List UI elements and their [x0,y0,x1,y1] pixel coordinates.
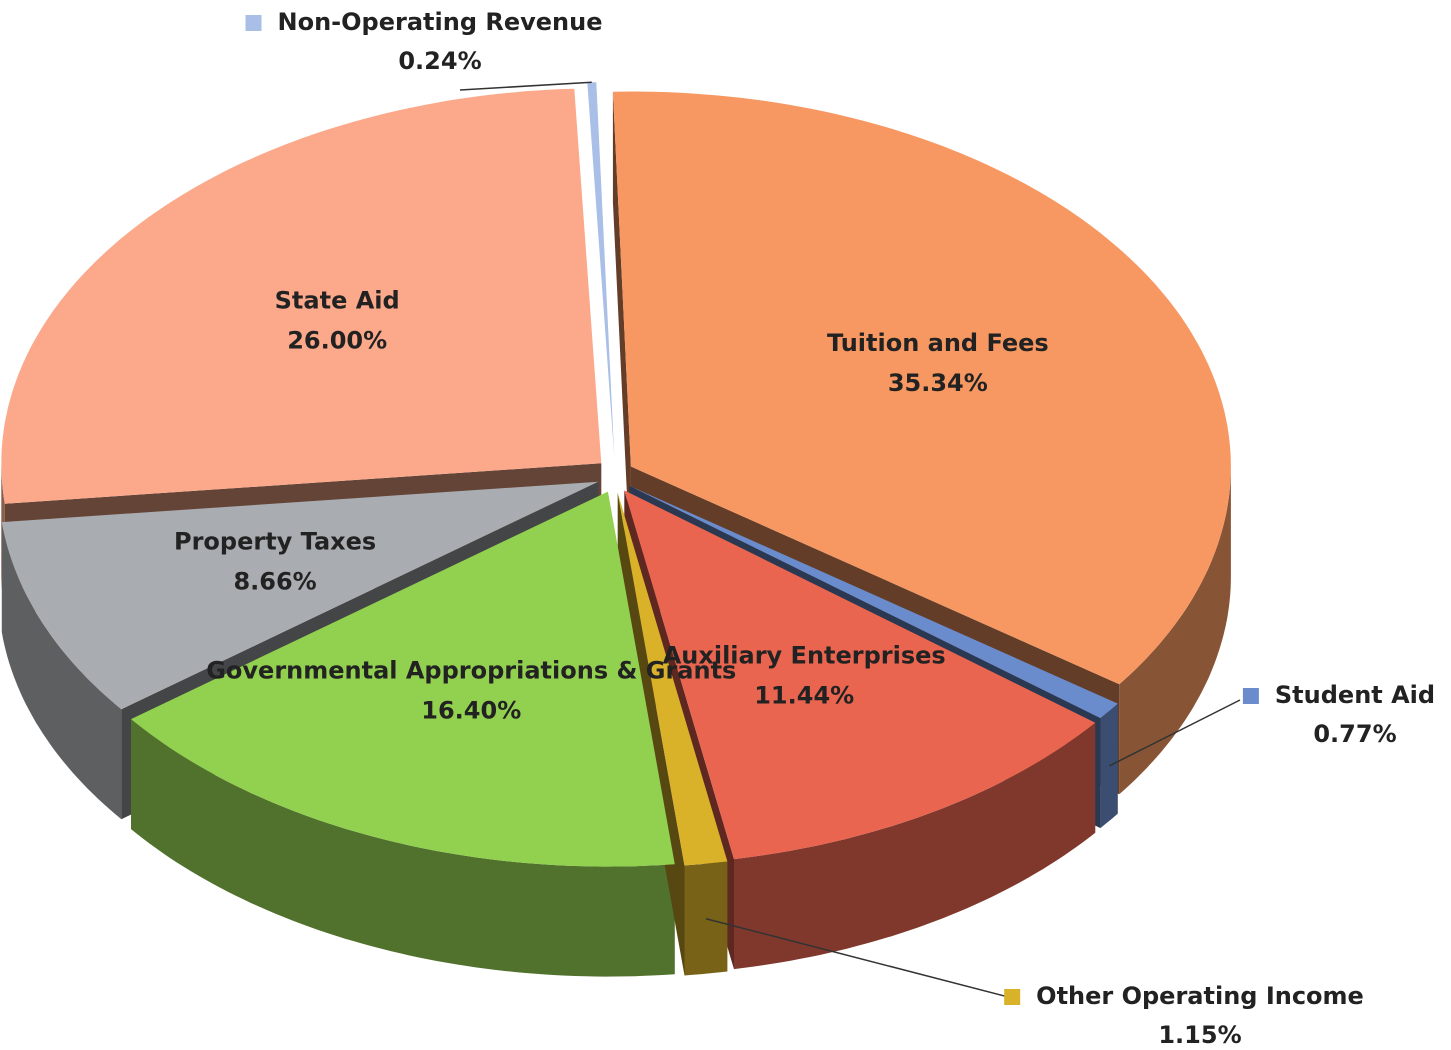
slice [624,490,1096,860]
category-label: Governmental Appropriations & Grants [206,657,736,685]
legend-key [1004,989,1021,1005]
value-label: 35.34% [888,369,988,397]
slice [131,491,675,867]
value-label: 8.66% [233,567,316,595]
slice-wall [684,861,728,976]
category-label: Auxiliary Enterprises [663,642,946,670]
value-label: 0.24% [398,47,481,75]
slice-wall [131,719,675,977]
slice [1,481,599,710]
leader-line [459,81,592,91]
value-label: 1.15% [1158,1021,1241,1049]
legend-key [1242,688,1259,704]
value-label: 16.40% [421,697,521,725]
legend-key [245,15,262,31]
leader-line [705,917,1021,1001]
slice-wall [734,722,1096,970]
category-label: Non-Operating Revenue [278,8,603,36]
category-label: Tuition and Fees [827,329,1049,357]
slice [617,492,728,866]
category-label: Student Aid [1275,681,1435,709]
slice-wall [1,522,122,820]
slice [587,82,615,457]
slice [612,91,1231,685]
value-label: 26.00% [287,327,387,355]
slice-wall [1100,703,1118,829]
category-label: Property Taxes [174,527,376,555]
slice-wall [1119,466,1231,795]
leader-line [1108,699,1241,767]
slice-side [612,91,631,577]
value-label: 11.44% [754,682,854,710]
value-label: 0.77% [1313,720,1396,748]
category-label: Other Operating Income [1036,982,1364,1010]
slice [1,88,602,504]
slice [629,485,1118,719]
category-label: State Aid [275,287,400,315]
